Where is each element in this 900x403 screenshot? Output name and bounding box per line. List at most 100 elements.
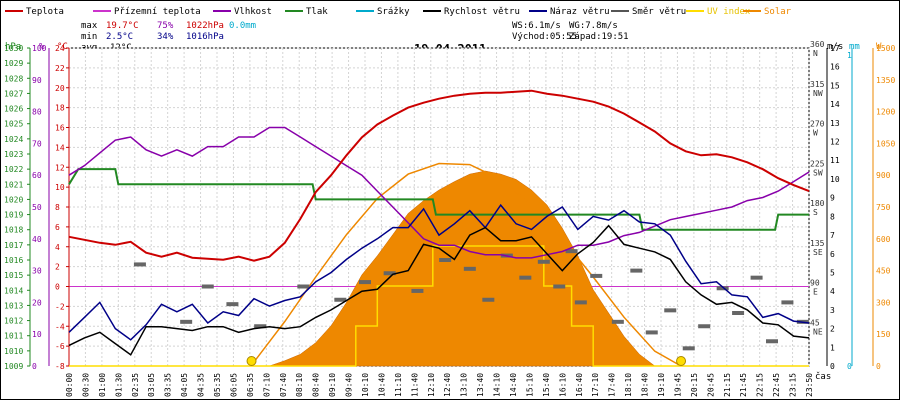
- wind-direction-mark: [180, 319, 193, 324]
- wind-gust-line: [68, 203, 810, 341]
- tick-label-temp: 22: [55, 64, 65, 73]
- wind-direction-mark: [537, 259, 550, 264]
- legend-label: UV index: [707, 7, 751, 17]
- tick-label-dir-deg: 180: [810, 199, 825, 208]
- tick-label-temp: 2: [55, 263, 60, 272]
- wind-direction-mark: [553, 284, 566, 289]
- wind-direction-mark: [682, 346, 695, 351]
- tick-label-hpa: 1022: [4, 165, 23, 174]
- wind-direction-mark: [732, 311, 745, 315]
- tick-label-hpa: 1012: [4, 317, 23, 326]
- tick-label-ms: 2: [830, 325, 835, 334]
- tick-label-ms: 16: [830, 63, 840, 72]
- tick-label-ms: 12: [830, 138, 840, 147]
- time-tick-label: 08:40: [312, 373, 321, 397]
- tick-label-hpa: 1025: [4, 120, 23, 129]
- right-axes: 360N315NW270W225SW180S135SE90E45NE012345…: [810, 40, 895, 371]
- stats-min-press: 1016hPa: [186, 32, 224, 42]
- legend: Teplota Přízemní teplota Vlhkost Tlak Srážky…: [5, 7, 792, 17]
- tick-label-pct: 10: [32, 330, 42, 339]
- time-tick-label: 18:10: [624, 373, 633, 397]
- sun-marker: [246, 356, 257, 366]
- tick-label-hpa: 1023: [4, 150, 23, 159]
- stats-min-label: min: [81, 32, 97, 42]
- left-axes: 1009101010111012101310141015101610171018…: [4, 44, 70, 371]
- tick-label-dir-name: E: [813, 288, 818, 297]
- time-tick-label: 17:10: [591, 373, 600, 397]
- tick-label-ms: 17: [830, 44, 840, 53]
- tick-label-ms: 4: [830, 287, 835, 296]
- tick-label-dir-name: SE: [813, 248, 823, 257]
- time-tick-label: 10:40: [377, 373, 386, 397]
- time-tick-label: 17:40: [608, 373, 617, 397]
- stats-max-hum: 75%: [157, 21, 174, 31]
- tick-label-hpa: 1017: [4, 241, 23, 250]
- stats-max-rain: 0.0mm: [229, 21, 256, 31]
- tick-label-mm: 1: [847, 51, 852, 60]
- wind-direction-mark: [383, 271, 396, 276]
- time-tick-label: 06:35: [246, 373, 255, 397]
- tick-label-pct: 40: [32, 235, 42, 244]
- sunset-time: Západ:19:51: [569, 32, 629, 42]
- stats-max-press: 1022hPa: [186, 21, 224, 31]
- tick-label-dir-name: NE: [813, 327, 823, 336]
- tick-label-hpa: 1026: [4, 105, 23, 114]
- tick-label-w: 900: [876, 171, 891, 180]
- tick-label-temp: 0: [55, 283, 60, 292]
- time-tick-label: 21:15: [723, 373, 732, 397]
- pressure-line: [68, 168, 809, 231]
- wind-direction-mark: [664, 308, 677, 313]
- tick-label-ms: 5: [830, 268, 835, 277]
- time-tick-label: 14:40: [509, 373, 518, 397]
- tick-label-hpa: 1027: [4, 89, 23, 98]
- time-tick-label: 22:45: [772, 373, 781, 397]
- wind-direction-mark: [611, 319, 624, 324]
- time-tick-label: 03:05: [147, 373, 156, 397]
- legend-label: Teplota: [26, 7, 64, 17]
- legend-label: Srážky: [377, 7, 410, 17]
- tick-label-temp: 16: [55, 124, 65, 133]
- tick-label-dir-deg: 270: [810, 120, 825, 129]
- tick-label-temp: -6: [55, 342, 65, 351]
- tick-label-pct: 60: [32, 171, 42, 180]
- tick-label-hpa: 1024: [4, 135, 23, 144]
- time-tick-label: 01:30: [114, 373, 123, 397]
- time-tick-label: 19:10: [657, 373, 666, 397]
- wind-ws: WS:6.1m/s: [512, 21, 561, 31]
- time-tick-label: 03:35: [164, 373, 173, 397]
- tick-label-w: 1500: [876, 44, 895, 53]
- tick-label-dir-name: W: [813, 129, 818, 138]
- tick-label-ms: 15: [830, 81, 840, 90]
- time-tick-label: 15:10: [525, 373, 534, 397]
- legend-label: Přízemní teplota: [114, 7, 201, 17]
- stats-min-hum: 34%: [157, 32, 174, 42]
- time-tick-label: 22:15: [756, 373, 765, 397]
- tick-label-hpa: 1011: [4, 332, 23, 341]
- unit-ms: m/s: [827, 42, 843, 52]
- time-tick-label: 12:10: [427, 373, 436, 397]
- time-tick-label: 13:10: [460, 373, 469, 397]
- tick-label-ms: 10: [830, 175, 840, 184]
- tick-label-w: 1050: [876, 139, 895, 148]
- time-tick-label: 16:40: [575, 373, 584, 397]
- time-tick-label: 01:00: [98, 373, 107, 397]
- tick-label-pct: 100: [32, 44, 47, 53]
- time-tick-label: 05:35: [213, 373, 222, 397]
- legend-label: Rychlost větru: [444, 7, 520, 17]
- tick-label-hpa: 1030: [4, 44, 23, 53]
- wind-direction-mark: [201, 284, 214, 289]
- wind-direction-mark: [574, 300, 587, 305]
- tick-label-pct: 50: [32, 203, 42, 212]
- tick-label-w: 1350: [876, 76, 895, 85]
- tick-label-temp: 8: [55, 203, 60, 212]
- time-tick-label: 00:00: [65, 373, 74, 397]
- tick-label-pct: 70: [32, 139, 42, 148]
- tick-label-w: 1200: [876, 108, 895, 117]
- wind-wg: WG:7.8m/s: [569, 21, 618, 31]
- time-tick-label: 18:40: [641, 373, 650, 397]
- time-tick-label: 09:10: [328, 373, 337, 397]
- legend-label: Tlak: [306, 7, 328, 17]
- time-tick-label: 11:40: [410, 373, 419, 397]
- wind-direction-series: [133, 249, 809, 351]
- tick-label-dir-deg: 135: [810, 239, 825, 248]
